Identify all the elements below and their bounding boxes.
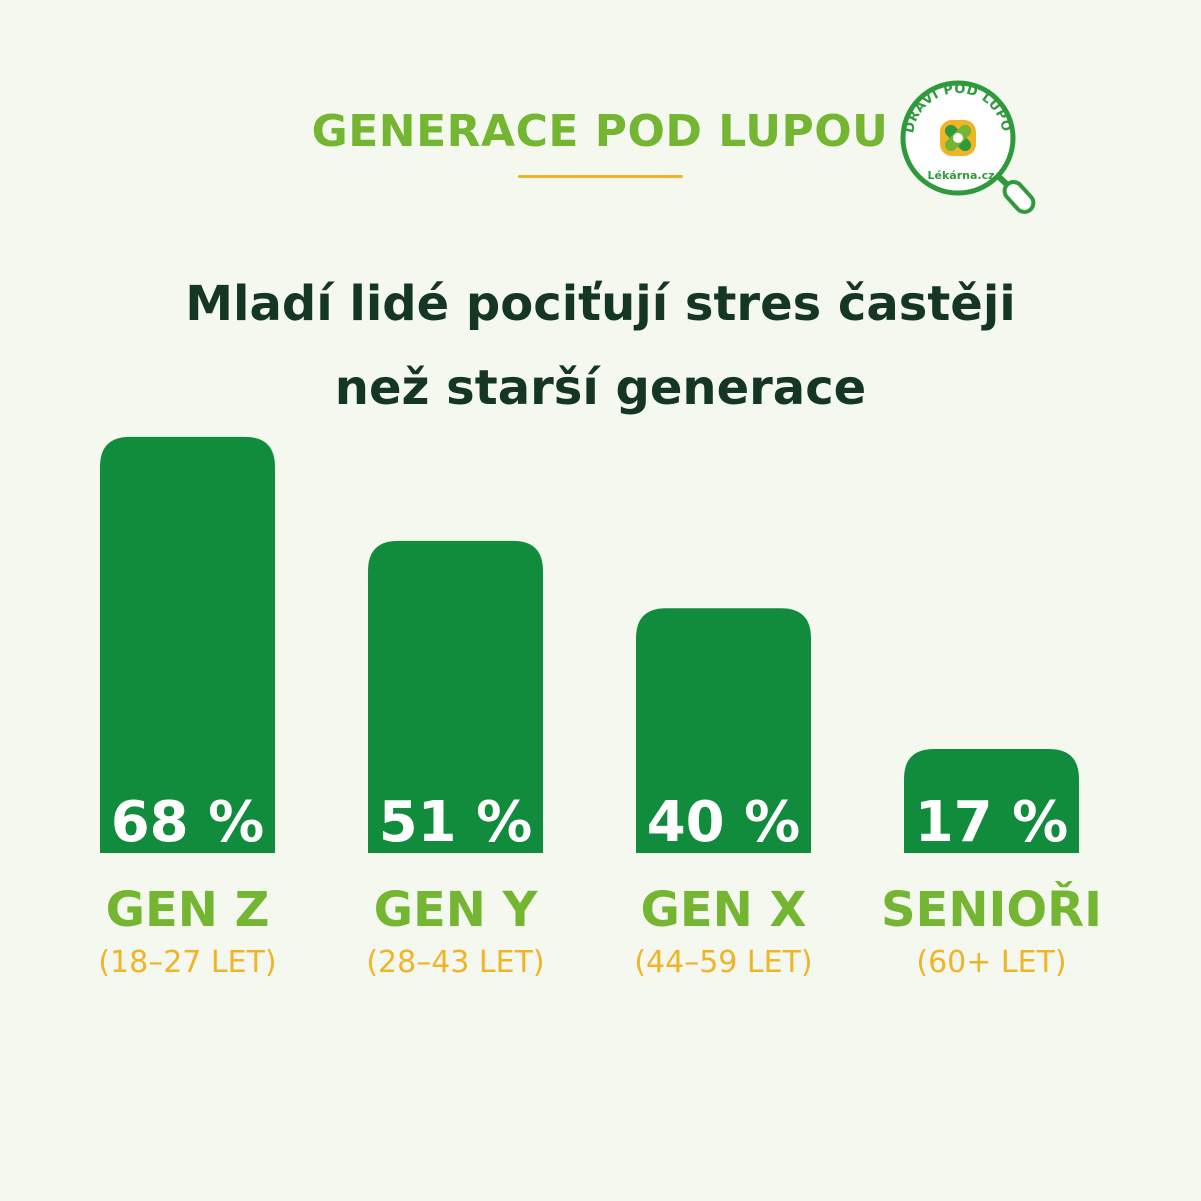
headline-line-1: Mladí lidé pociťují stres častěji [185,276,1016,332]
category-label: GEN X [640,882,806,938]
magnifier-cross-icon [940,120,976,156]
bar [904,748,1079,853]
headline: Mladí lidé pociťují stres častěji než st… [0,262,1201,430]
category-subtitle: (28–43 LET) [366,945,544,980]
headline-line-2: než starší generace [334,360,867,416]
category-label: GEN Z [106,882,270,938]
bar [368,540,543,853]
category-subtitle: (60+ LET) [916,945,1066,980]
bar-value-label: 17 % [915,790,1069,855]
category-label: SENIOŘI [881,881,1102,938]
bar [100,436,275,853]
bar-value-label: 68 % [111,790,265,855]
category-subtitle: (18–27 LET) [98,945,276,980]
category-label: GEN Y [374,882,539,938]
bar-value-label: 51 % [379,790,533,855]
header-title: GENERACE POD LUPOU [311,106,889,157]
category-subtitle: (44–59 LET) [634,945,812,980]
bar [636,608,811,853]
bar-value-label: 40 % [647,790,801,855]
zdravi-pod-lupou-logo: ZDRAVÍ POD LUPOU Lékárna.cz [893,80,1036,214]
header-underline [518,175,683,178]
magnifier-handle-icon [996,174,1036,214]
logo-brand-text: Lékárna.cz [928,169,995,182]
